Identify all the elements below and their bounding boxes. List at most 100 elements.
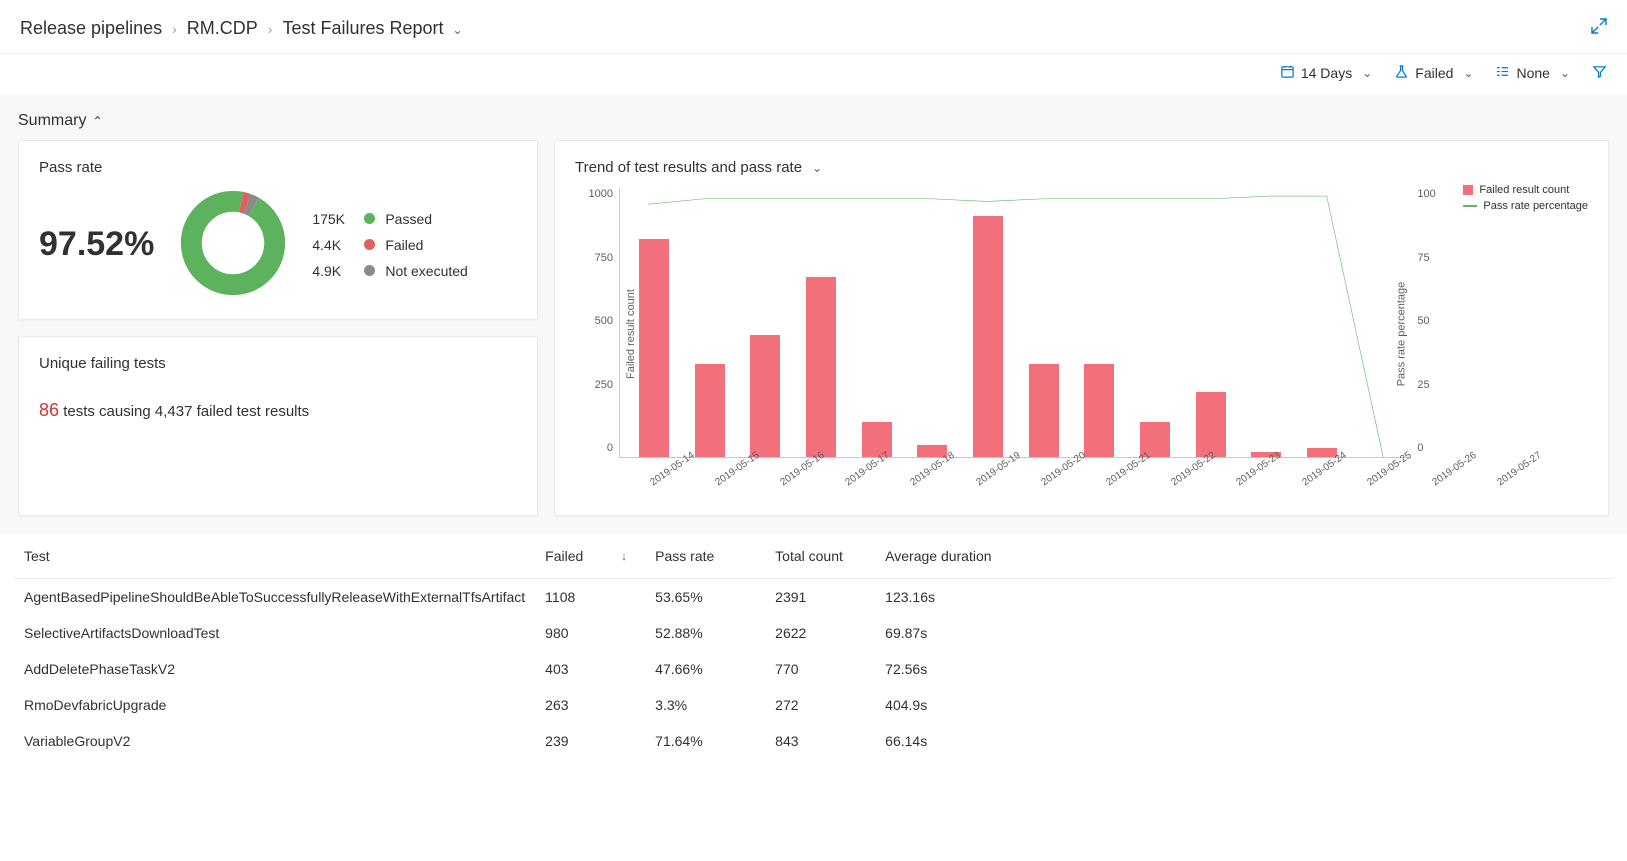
y-tick-right: 100 xyxy=(1417,188,1435,200)
breadcrumb-item-root[interactable]: Release pipelines xyxy=(20,18,162,39)
chart-legend: Failed result count Pass rate percentage xyxy=(1463,184,1588,458)
breadcrumb: Release pipelines › RM.CDP › Test Failur… xyxy=(0,0,1627,54)
table-cell: 403 xyxy=(535,651,645,687)
x-tick-label: 2019-05-19 xyxy=(974,462,1005,488)
x-tick-label: 2019-05-24 xyxy=(1300,462,1331,488)
x-tick-label: 2019-05-26 xyxy=(1430,462,1461,488)
breadcrumb-item-pipeline[interactable]: RM.CDP xyxy=(187,18,258,39)
x-tick-label: 2019-05-18 xyxy=(909,462,940,488)
x-tick-label: 2019-05-15 xyxy=(713,462,744,488)
table-cell: 2622 xyxy=(765,615,875,651)
trend-chart: 10007505002500 Failed result count Pass … xyxy=(575,184,1588,458)
pass-rate-card: Pass rate 97.52% 175KPassed4.4KFailed4.9… xyxy=(18,140,538,320)
legend-dot xyxy=(364,239,375,250)
x-tick-label: 2019-05-14 xyxy=(648,462,679,488)
legend-count: 175K xyxy=(312,211,354,227)
column-header[interactable]: Pass rate xyxy=(645,534,765,579)
filter-funnel[interactable] xyxy=(1592,64,1607,82)
legend-bar-label: Failed result count xyxy=(1479,184,1569,196)
pass-rate-title: Pass rate xyxy=(39,159,517,176)
legend-row: 4.4KFailed xyxy=(312,237,468,253)
table-row[interactable]: VariableGroupV223971.64%84366.14s xyxy=(14,723,1613,759)
x-axis-labels: 2019-05-142019-05-152019-05-162019-05-17… xyxy=(619,462,1544,473)
filter-group[interactable]: None ⌄ xyxy=(1495,64,1570,82)
x-tick-label: 2019-05-16 xyxy=(778,462,809,488)
table-cell: 3.3% xyxy=(645,687,765,723)
column-header[interactable]: Test xyxy=(14,534,535,579)
x-tick-label: 2019-05-20 xyxy=(1039,462,1070,488)
table-cell: 770 xyxy=(765,651,875,687)
chevron-right-icon: › xyxy=(268,21,273,37)
legend-dot xyxy=(364,213,375,224)
pass-rate-donut xyxy=(178,188,288,301)
x-tick-label: 2019-05-23 xyxy=(1235,462,1266,488)
column-header[interactable]: Total count xyxy=(765,534,875,579)
chevron-down-icon: ⌄ xyxy=(1362,66,1372,80)
chevron-down-icon: ⌄ xyxy=(453,23,463,37)
legend-label: Failed xyxy=(385,237,423,253)
table-header-row: TestFailed↓Pass rateTotal countAverage d… xyxy=(14,534,1613,579)
y-tick-right: 0 xyxy=(1417,442,1423,454)
table-row[interactable]: RmoDevfabricUpgrade2633.3%272404.9s xyxy=(14,687,1613,723)
table-cell: 123.16s xyxy=(875,579,1613,616)
x-tick-label: 2019-05-21 xyxy=(1104,462,1135,488)
chevron-up-icon: ⌃ xyxy=(92,114,102,128)
table-row[interactable]: SelectiveArtifactsDownloadTest98052.88%2… xyxy=(14,615,1613,651)
filter-bar: 14 Days ⌄ Failed ⌄ None ⌄ xyxy=(0,54,1627,94)
unique-failing-line: 86 tests causing 4,437 failed test resul… xyxy=(39,400,517,421)
filter-outcome-label: Failed xyxy=(1415,65,1453,81)
table-cell: 2391 xyxy=(765,579,875,616)
table-cell: AgentBasedPipelineShouldBeAbleToSuccessf… xyxy=(14,579,535,616)
group-icon xyxy=(1495,64,1510,82)
unique-failing-title: Unique failing tests xyxy=(39,355,517,372)
trend-card: Trend of test results and pass rate ⌄ 10… xyxy=(554,140,1609,516)
filter-outcome[interactable]: Failed ⌄ xyxy=(1394,64,1473,82)
table-cell: 72.56s xyxy=(875,651,1613,687)
y-tick-left: 1000 xyxy=(589,188,613,200)
table-cell: 66.14s xyxy=(875,723,1613,759)
table-cell: 1108 xyxy=(535,579,645,616)
unique-failing-text: tests causing 4,437 failed test results xyxy=(59,403,309,420)
x-tick-label: 2019-05-25 xyxy=(1365,462,1396,488)
table-cell: VariableGroupV2 xyxy=(14,723,535,759)
fullscreen-icon[interactable] xyxy=(1591,18,1607,37)
pass-rate-value: 97.52% xyxy=(39,225,154,264)
y-tick-right: 50 xyxy=(1417,315,1429,327)
table-cell: RmoDevfabricUpgrade xyxy=(14,687,535,723)
table-cell: 71.64% xyxy=(645,723,765,759)
trend-line xyxy=(620,188,1411,457)
table-row[interactable]: AgentBasedPipelineShouldBeAbleToSuccessf… xyxy=(14,579,1613,616)
trend-title[interactable]: Trend of test results and pass rate ⌄ xyxy=(575,159,1588,176)
y-axis-right-label: Pass rate percentage xyxy=(1395,282,1407,387)
y-tick-left: 250 xyxy=(595,379,613,391)
chevron-down-icon: ⌄ xyxy=(1463,66,1473,80)
table-cell: 272 xyxy=(765,687,875,723)
calendar-icon xyxy=(1280,64,1295,82)
filter-group-label: None xyxy=(1516,65,1549,81)
x-tick-label: 2019-05-27 xyxy=(1496,462,1527,488)
y-axis-right: 1007550250 xyxy=(1411,184,1455,454)
table-cell: 69.87s xyxy=(875,615,1613,651)
chevron-right-icon: › xyxy=(172,21,177,37)
column-header[interactable]: Average duration xyxy=(875,534,1613,579)
table-cell: 404.9s xyxy=(875,687,1613,723)
x-tick-label: 2019-05-17 xyxy=(844,462,875,488)
y-axis-left: 10007505002500 xyxy=(575,184,619,454)
legend-swatch-line xyxy=(1463,205,1477,207)
table-row[interactable]: AddDeletePhaseTaskV240347.66%77072.56s xyxy=(14,651,1613,687)
summary-title: Summary xyxy=(18,112,86,130)
breadcrumb-item-current[interactable]: Test Failures Report ⌄ xyxy=(282,18,462,39)
y-tick-left: 500 xyxy=(595,315,613,327)
legend-swatch-bar xyxy=(1463,185,1473,195)
table-cell: 980 xyxy=(535,615,645,651)
table-cell: SelectiveArtifactsDownloadTest xyxy=(14,615,535,651)
legend-dot xyxy=(364,265,375,276)
table-cell: 843 xyxy=(765,723,875,759)
summary-section-header[interactable]: Summary ⌃ xyxy=(0,94,1627,140)
chevron-down-icon: ⌄ xyxy=(1560,66,1570,80)
table-body: AgentBasedPipelineShouldBeAbleToSuccessf… xyxy=(14,579,1613,760)
filter-days[interactable]: 14 Days ⌄ xyxy=(1280,64,1372,82)
table-cell: 239 xyxy=(535,723,645,759)
legend-line-label: Pass rate percentage xyxy=(1483,200,1588,212)
column-header[interactable]: Failed↓ xyxy=(535,534,645,579)
